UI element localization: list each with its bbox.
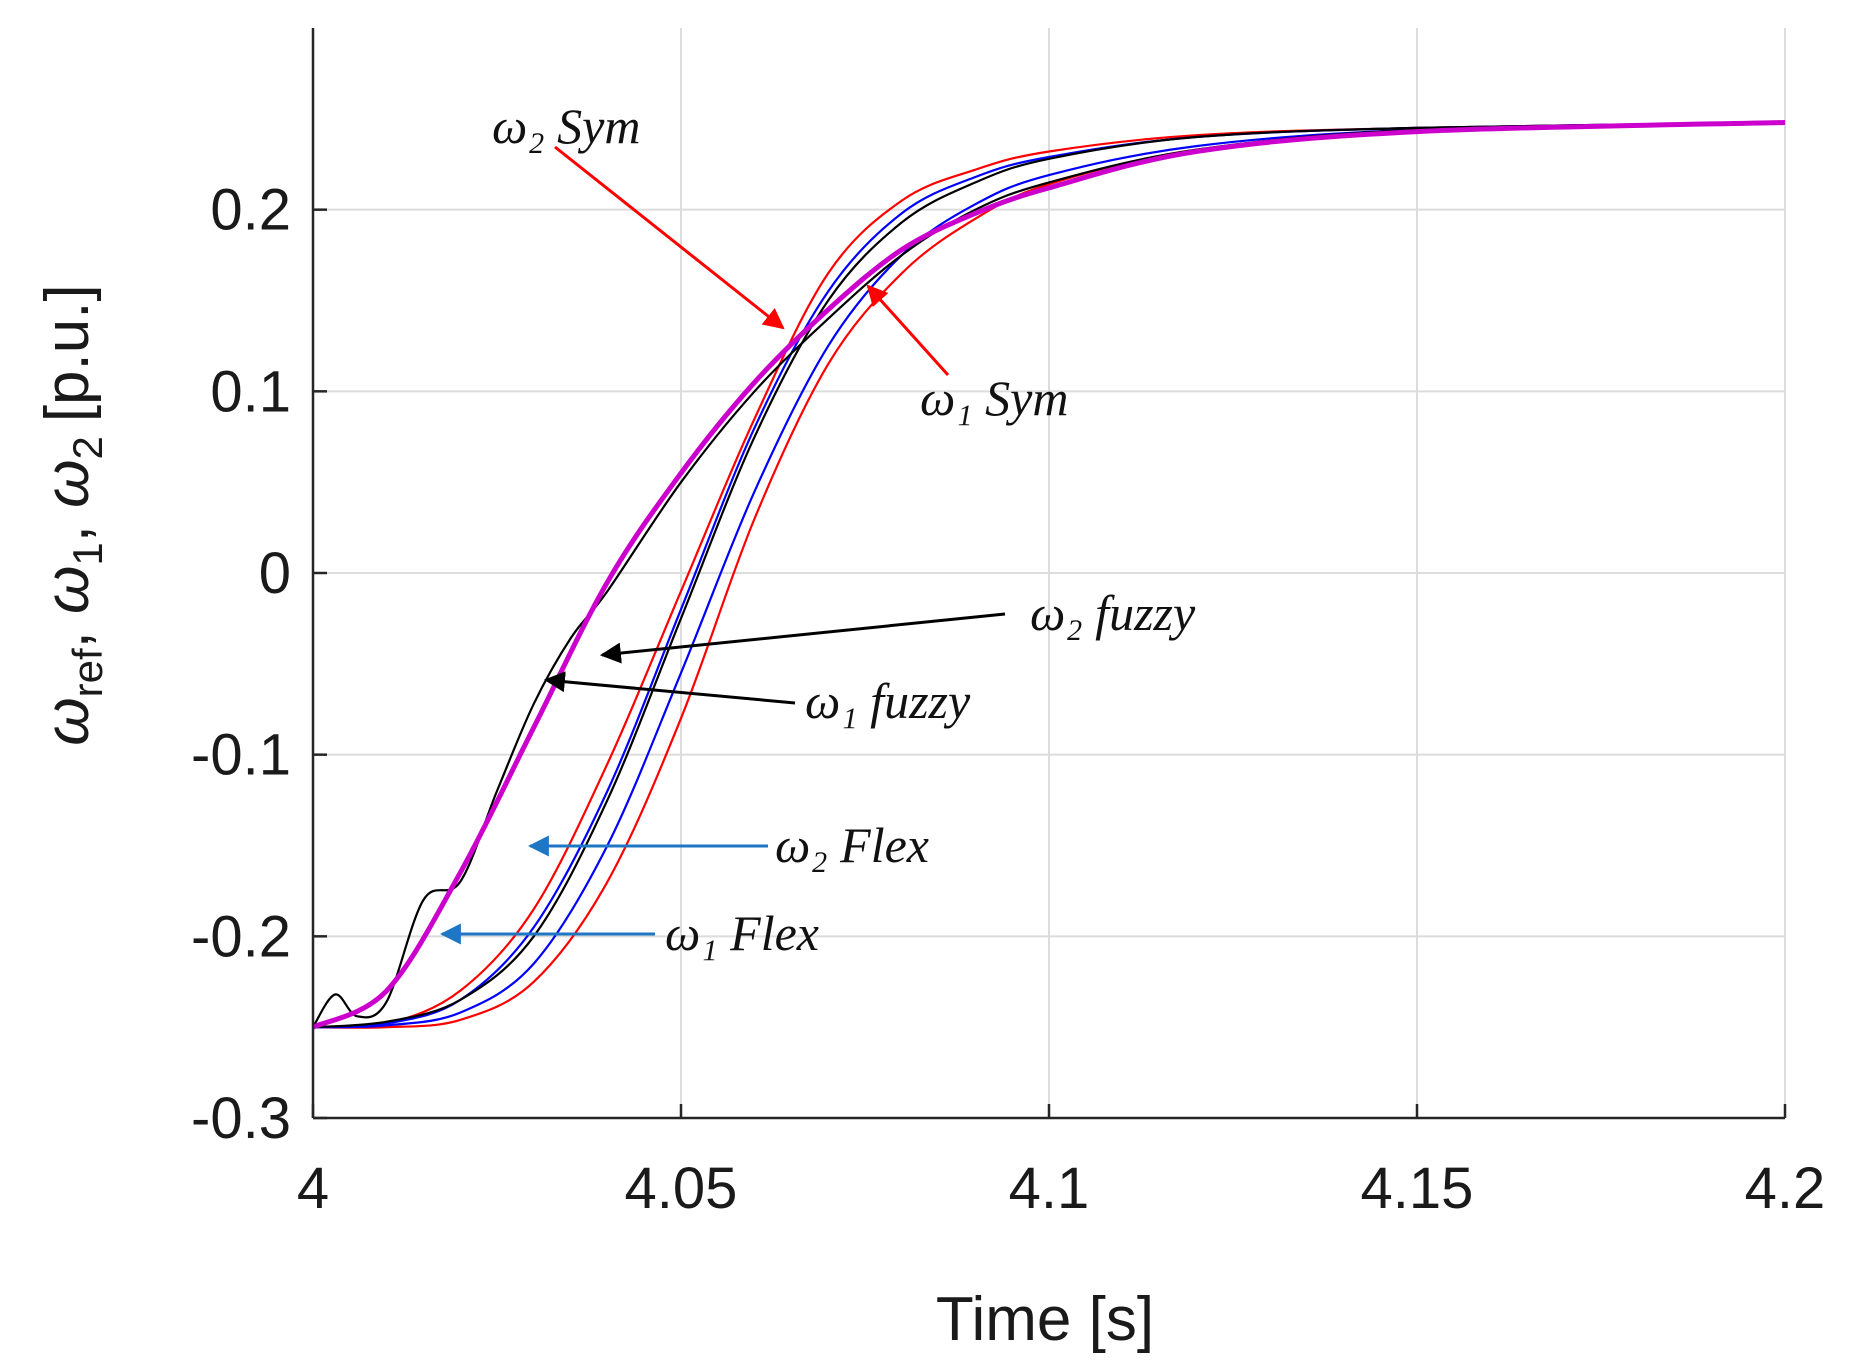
annotation-w1-fuzzy: ω₁ fuzzy bbox=[805, 673, 971, 729]
y-axis-title: ωref, ω1, ω2[p.u.] bbox=[33, 284, 111, 745]
y-tick-label: 0 bbox=[259, 541, 291, 606]
x-tick-label: 4.2 bbox=[1745, 1156, 1826, 1221]
y-tick-label: -0.3 bbox=[191, 1086, 291, 1151]
ylabel-omega-1: ω bbox=[33, 566, 102, 614]
series-layer bbox=[311, 120, 1786, 1030]
annotation-w2-sym: ω₂ Sym bbox=[492, 98, 641, 154]
arrow-w1-sym bbox=[866, 284, 950, 377]
x-tick-label: 4.05 bbox=[625, 1156, 738, 1221]
svg-text:ωref, ω1, ω2[p.u.]: ωref, ω1, ω2[p.u.] bbox=[33, 284, 111, 745]
x-axis-title: Time [s] bbox=[936, 1285, 1154, 1354]
series-line-3 bbox=[312, 121, 1786, 1029]
ylabel-omega-ref: ω bbox=[33, 697, 102, 745]
x-tick-label: 4.15 bbox=[1361, 1156, 1474, 1221]
arrow-w2-sym bbox=[554, 145, 785, 330]
annotation-w1-sym: ω₁ Sym bbox=[920, 370, 1069, 426]
y-tick-label: 0.1 bbox=[210, 359, 291, 424]
plot-frame bbox=[311, 28, 1787, 1120]
y-tick-label: 0.2 bbox=[210, 178, 291, 243]
arrow-w2-fuzzy bbox=[599, 612, 1006, 664]
annotation-w1-flex: ω₁ Flex bbox=[665, 905, 819, 961]
ylabel-sub-ref: ref bbox=[64, 648, 111, 697]
ylabel-sub-1: 1 bbox=[64, 542, 111, 565]
annotations: ω₂ Sym ω₁ Sym ω₂ fuzzy ω₁ fuzzy ω₂ Flex … bbox=[439, 98, 1196, 961]
y-tick-label: -0.2 bbox=[191, 904, 291, 969]
x-tick-label: 4.1 bbox=[1009, 1156, 1090, 1221]
ylabel-comma-2: , bbox=[33, 508, 102, 542]
annotation-w2-flex: ω₂ Flex bbox=[775, 817, 929, 873]
y-tick-labels: -0.3 -0.2 -0.1 0 0.1 0.2 bbox=[191, 178, 291, 1151]
ylabel-comma-1: , bbox=[33, 614, 102, 648]
series-line-6 bbox=[311, 120, 1786, 1030]
y-tick-label: -0.1 bbox=[191, 723, 291, 788]
ylabel-unit: [p.u.] bbox=[33, 284, 102, 422]
arrow-w1-fuzzy bbox=[543, 671, 796, 705]
ylabel-omega-2: ω bbox=[33, 460, 102, 508]
annotation-w2-fuzzy: ω₂ fuzzy bbox=[1030, 585, 1196, 641]
ylabel-sub-2: 2 bbox=[64, 436, 111, 459]
x-tick-label: 4 bbox=[297, 1156, 329, 1221]
grid bbox=[312, 28, 1786, 1119]
x-tick-labels: 4 4.05 4.1 4.15 4.2 bbox=[297, 1156, 1825, 1221]
